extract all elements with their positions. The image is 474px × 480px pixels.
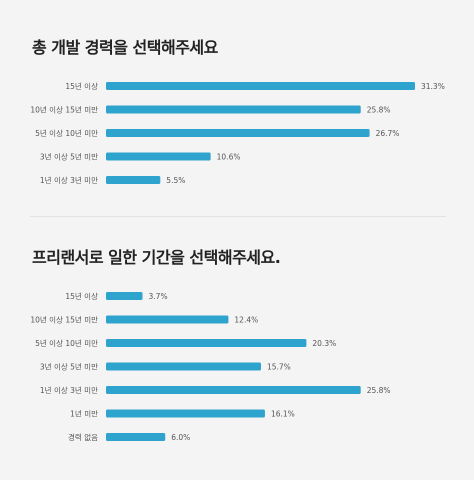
category-label: 1년 이상 3년 미만 <box>40 385 98 395</box>
bar <box>106 409 265 418</box>
value-label: 16.1% <box>271 410 295 419</box>
bar <box>106 339 307 347</box>
value-label: 3.7% <box>149 292 168 301</box>
bar <box>106 176 161 184</box>
value-label: 20.3% <box>312 339 336 348</box>
bar-chart-freelance-period: 15년 이상 3.7% 10년 이상 15년 미만 12.4% 5년 이상 10년 미만… <box>30 291 391 442</box>
chart-title-total-experience: 총 개발 경력을 선택해주세요 <box>32 38 218 57</box>
bar <box>106 129 370 137</box>
value-label: 10.6% <box>217 153 241 162</box>
bar-chart-total-experience: 15년 이상 31.3% 10년 이상 15년 미만 25.8% 5년 이상 10년 미… <box>30 81 445 185</box>
bar <box>106 82 415 90</box>
value-label: 5.5% <box>166 176 185 185</box>
bar <box>106 292 143 300</box>
value-label: 15.7% <box>267 363 291 372</box>
section-divider <box>30 216 446 217</box>
value-label: 12.4% <box>234 316 258 325</box>
value-label: 31.3% <box>421 82 445 91</box>
value-label: 25.8% <box>367 386 391 395</box>
category-label: 1년 이상 3년 미만 <box>40 175 98 185</box>
bar <box>106 152 211 161</box>
survey-card: 총 개발 경력을 선택해주세요 15년 이상 31.3% 10년 이상 15년 미만… <box>8 8 466 472</box>
value-label: 6.0% <box>171 433 190 442</box>
bar <box>106 433 166 441</box>
category-label: 1년 미만 <box>70 409 98 419</box>
category-label: 15년 이상 <box>65 291 98 301</box>
category-label: 15년 이상 <box>65 81 98 91</box>
value-label: 26.7% <box>376 129 400 138</box>
bar <box>106 362 261 371</box>
category-label: 10년 이상 15년 미만 <box>30 105 98 115</box>
category-label: 5년 이상 10년 미만 <box>35 338 98 348</box>
bar <box>106 315 229 324</box>
bar <box>106 105 361 114</box>
category-label: 3년 이상 5년 미만 <box>40 362 98 372</box>
value-label: 25.8% <box>367 106 391 115</box>
category-label: 10년 이상 15년 미만 <box>30 315 98 325</box>
bar <box>106 386 361 394</box>
category-label: 5년 이상 10년 미만 <box>35 128 98 138</box>
category-label: 3년 이상 5년 미만 <box>40 152 98 162</box>
category-label: 경력 없음 <box>68 432 98 442</box>
chart-title-freelance-period: 프리랜서로 일한 기간을 선택해주세요. <box>32 248 281 267</box>
